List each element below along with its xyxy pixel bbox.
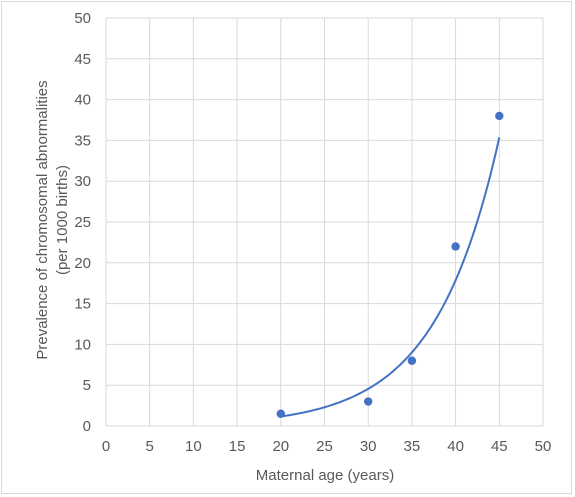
- data-point: [451, 242, 460, 251]
- y-tick-label: 50: [74, 10, 91, 27]
- x-tick-label: 50: [535, 438, 552, 455]
- x-tick-label: 15: [229, 438, 246, 455]
- data-point: [364, 397, 373, 406]
- y-axis-title-line-2: (per 1000 births): [54, 165, 71, 275]
- x-tick-label: 45: [491, 438, 508, 455]
- x-tick-label: 5: [146, 438, 154, 455]
- data-point: [407, 356, 417, 365]
- x-tick-label: 10: [185, 438, 202, 455]
- grid-lines: [105, 17, 544, 427]
- data-point: [495, 111, 504, 121]
- x-tick-label: 25: [316, 438, 333, 455]
- data-point: [276, 409, 285, 418]
- y-tick-label: 45: [74, 51, 91, 68]
- exponential-trendline: [280, 137, 501, 418]
- y-tick-labels: 0 5 10 15 20 25 30 35 40 45 50: [74, 10, 91, 435]
- y-tick-label: 20: [74, 255, 91, 272]
- x-tick-label: 40: [447, 438, 464, 455]
- y-tick-label: 0: [83, 418, 91, 435]
- trendline: [280, 137, 501, 418]
- x-tick-label: 30: [360, 438, 377, 455]
- x-tick-label: 20: [272, 438, 289, 455]
- x-tick-labels: 0 5 10 15 20 25 30 35 40 45 50: [102, 438, 552, 455]
- y-tick-label: 35: [74, 132, 91, 149]
- y-tick-label: 5: [83, 377, 91, 394]
- y-axis-title-line-1: Prevalence of chromosomal abnormalities: [34, 80, 51, 359]
- data-points: [276, 111, 504, 418]
- x-tick-label: 35: [404, 438, 421, 455]
- y-tick-label: 10: [74, 336, 91, 353]
- y-tick-label: 40: [74, 92, 91, 109]
- x-tick-label: 0: [102, 438, 110, 455]
- y-tick-label: 30: [74, 173, 91, 190]
- x-axis-title: Maternal age (years): [256, 467, 394, 484]
- y-tick-label: 25: [74, 214, 91, 231]
- y-tick-label: 15: [74, 296, 91, 313]
